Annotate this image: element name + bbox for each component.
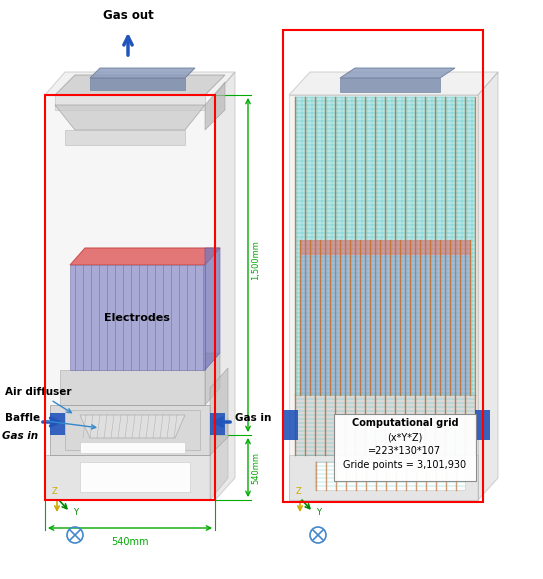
Text: Z: Z [295, 487, 301, 496]
Polygon shape [60, 370, 205, 405]
Text: Air diffuser: Air diffuser [5, 387, 72, 413]
Text: Y: Y [73, 508, 78, 517]
Polygon shape [45, 95, 215, 500]
Polygon shape [205, 353, 220, 405]
Polygon shape [65, 410, 200, 450]
Text: Gas out: Gas out [103, 9, 153, 22]
Polygon shape [289, 72, 498, 95]
Text: (x*Y*Z): (x*Y*Z) [387, 432, 422, 442]
Polygon shape [70, 265, 205, 370]
Polygon shape [55, 105, 205, 130]
Polygon shape [80, 462, 190, 492]
Bar [283, 410, 298, 440]
Polygon shape [205, 248, 220, 370]
Polygon shape [65, 130, 185, 145]
Polygon shape [215, 72, 235, 500]
Bar [45, 95, 215, 500]
Text: Y: Y [316, 508, 321, 517]
Bar [289, 455, 478, 500]
Text: Z: Z [52, 487, 58, 496]
Polygon shape [50, 413, 65, 435]
Polygon shape [205, 82, 225, 130]
Text: Computational grid: Computational grid [352, 418, 458, 428]
Bar [300, 240, 470, 255]
Polygon shape [80, 415, 185, 438]
Polygon shape [340, 78, 440, 92]
Polygon shape [45, 455, 210, 500]
Polygon shape [70, 248, 220, 265]
Polygon shape [210, 418, 228, 500]
Text: Electrodes: Electrodes [104, 313, 170, 323]
Text: Gride points = 3,101,930: Gride points = 3,101,930 [343, 460, 466, 470]
Polygon shape [55, 95, 205, 110]
Polygon shape [80, 442, 185, 453]
FancyBboxPatch shape [334, 414, 476, 481]
Bar [295, 395, 475, 455]
Polygon shape [340, 68, 455, 78]
Bar [295, 97, 475, 395]
Polygon shape [45, 72, 235, 95]
Text: 1,500mm: 1,500mm [251, 240, 260, 280]
Polygon shape [50, 405, 210, 455]
Text: Gas in: Gas in [2, 431, 38, 441]
Bar [300, 255, 470, 395]
Text: Gas in: Gas in [235, 413, 272, 423]
Polygon shape [210, 368, 228, 455]
Text: =223*130*107: =223*130*107 [369, 446, 441, 456]
Polygon shape [210, 413, 225, 435]
Bar [283, 30, 483, 502]
Polygon shape [478, 72, 498, 500]
Text: 540mm: 540mm [111, 537, 149, 547]
Polygon shape [90, 78, 185, 90]
Polygon shape [55, 75, 225, 95]
Polygon shape [289, 95, 478, 500]
Bar [315, 462, 465, 490]
Bar [475, 410, 490, 440]
Text: Baffle: Baffle [5, 413, 96, 429]
Polygon shape [90, 68, 195, 78]
Text: 540mm: 540mm [251, 452, 260, 484]
